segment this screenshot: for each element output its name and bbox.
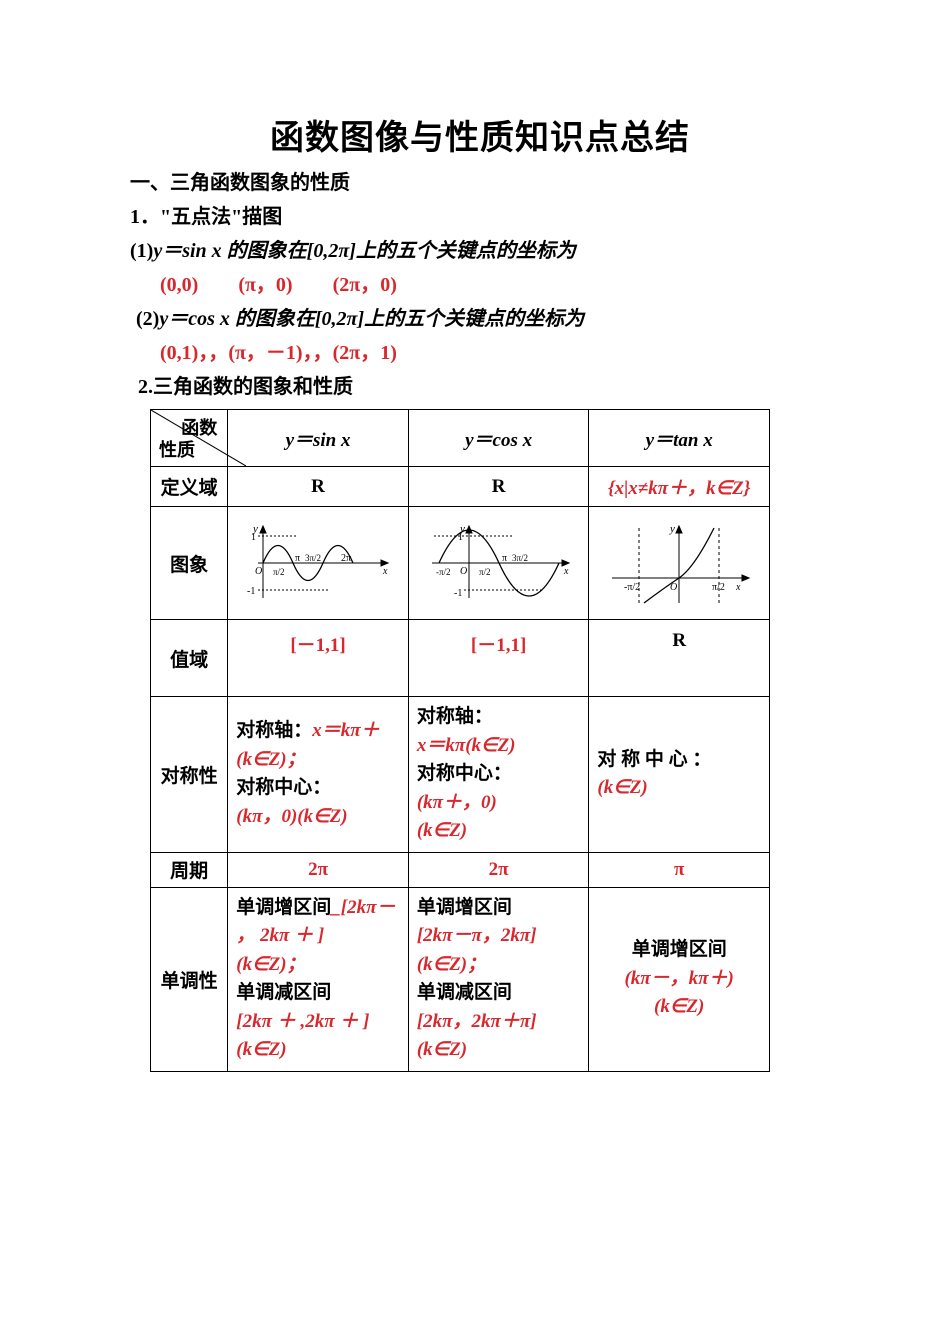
cell: R (589, 620, 770, 697)
label: 值域 (151, 620, 228, 697)
svg-text:y: y (669, 523, 675, 535)
cell-cos: 单调增区间 [2kπ－π，2kπ] (k∈Z)； 单调减区间 [2kπ，2kπ＋… (408, 887, 589, 1071)
cell-cos: 对称轴： x＝kπ(k∈Z) 对称中心： (kπ＋，0) (k∈Z) (408, 697, 589, 853)
label: 单调性 (151, 887, 228, 1071)
cell: [－1,1] (228, 620, 409, 697)
sin-graph: y 1 -1 O π/2 π 3π/2 2π x (228, 507, 409, 620)
item-1: 1．"五点法"描图 (130, 201, 830, 233)
cell-tan: 单调增区间 (kπ－，kπ＋) (k∈Z) (589, 887, 770, 1071)
label: 定义域 (151, 467, 228, 507)
svg-text:3π/2: 3π/2 (305, 553, 321, 563)
item-1-1: (1)y＝sin x 的图象在[0,2π]上的五个关键点的坐标为 (130, 235, 830, 267)
row-symmetry: 对称性 对称轴：x＝kπ＋ (k∈Z)； 对称中心： (kπ，0)(k∈Z) 对… (151, 697, 770, 853)
cell-sin: 对称轴：x＝kπ＋ (k∈Z)； 对称中心： (kπ，0)(k∈Z) (228, 697, 409, 853)
label: 对称性 (151, 697, 228, 853)
item-1-2: (2)y＝cos x 的图象在[0,2π]上的五个关键点的坐标为 (130, 303, 830, 335)
svg-text:x: x (563, 566, 569, 577)
cell: π (589, 852, 770, 887)
svg-text:-1: -1 (247, 586, 255, 597)
hdr-bot: 性质 (159, 436, 195, 462)
table-header-row: 函数 性质 y＝sin x y＝cos x y＝tan x (151, 410, 770, 467)
item-1-2-points: (0,1)，，(π，－1)，，(2π，1) (130, 337, 830, 369)
svg-text:O: O (460, 566, 467, 577)
col-tan: y＝tan x (589, 410, 770, 467)
svg-text:-1: -1 (454, 588, 462, 599)
body: y＝sin x 的图象在[0,2π]上的五个关键点的坐标为 (153, 240, 576, 262)
prefix: (1) (130, 240, 153, 262)
cell: R (408, 467, 589, 507)
svg-text:π/2: π/2 (712, 582, 725, 593)
cos-graph: y 1 -1 -π/2 O π/2 π 3π/2 x (408, 507, 589, 620)
page-title: 函数图像与性质知识点总结 (130, 110, 830, 159)
cell: 2π (408, 852, 589, 887)
prefix: (2) (136, 308, 159, 330)
svg-text:x: x (735, 582, 741, 593)
svg-text:π/2: π/2 (273, 567, 285, 577)
row-graph: 图象 y 1 -1 O π/2 (151, 507, 770, 620)
svg-text:π/2: π/2 (479, 567, 491, 577)
tan-graph: y -π/2 O π/2 x (589, 507, 770, 620)
svg-text:3π/2: 3π/2 (512, 553, 528, 563)
svg-text:O: O (670, 582, 677, 593)
item-2: 2.三角函数的图象和性质 (130, 371, 830, 403)
svg-text:1: 1 (458, 532, 463, 543)
col-cos: y＝cos x (408, 410, 589, 467)
cell: {x|x≠kπ＋，k∈Z} (589, 467, 770, 507)
row-monotone: 单调性 单调增区间_[2kπ－ ， 2kπ ＋ ] (k∈Z)； 单调减区间 [… (151, 887, 770, 1071)
label: 周期 (151, 852, 228, 887)
svg-text:1: 1 (251, 532, 256, 543)
properties-table: 函数 性质 y＝sin x y＝cos x y＝tan x 定义域 R R {x… (150, 409, 770, 1072)
row-range: 值域 [－1,1] [－1,1] R (151, 620, 770, 697)
row-period: 周期 2π 2π π (151, 852, 770, 887)
svg-text:-π/2: -π/2 (624, 582, 640, 593)
item-1-1-points: (0,0) (π，0) (2π，0) (130, 269, 830, 301)
svg-text:-π/2: -π/2 (436, 567, 451, 577)
diagonal-header: 函数 性质 (151, 410, 228, 467)
cell: 2π (228, 852, 409, 887)
cell: R (228, 467, 409, 507)
page: 函数图像与性质知识点总结 一、三角函数图象的性质 1．"五点法"描图 (1)y＝… (0, 0, 950, 1112)
svg-text:π: π (295, 553, 300, 564)
svg-text:2π: 2π (341, 553, 351, 564)
cell: [－1,1] (408, 620, 589, 697)
label: 图象 (151, 507, 228, 620)
cell-tan: 对 称 中 心 ： (k∈Z) (589, 697, 770, 853)
body: y＝cos x 的图象在[0,2π]上的五个关键点的坐标为 (159, 308, 584, 330)
svg-text:O: O (255, 566, 262, 577)
cell-sin: 单调增区间_[2kπ－ ， 2kπ ＋ ] (k∈Z)； 单调减区间 [2kπ … (228, 887, 409, 1071)
row-domain: 定义域 R R {x|x≠kπ＋，k∈Z} (151, 467, 770, 507)
svg-text:π: π (502, 553, 507, 564)
section-heading: 一、三角函数图象的性质 (130, 167, 830, 199)
svg-text:x: x (382, 566, 388, 577)
col-sin: y＝sin x (228, 410, 409, 467)
